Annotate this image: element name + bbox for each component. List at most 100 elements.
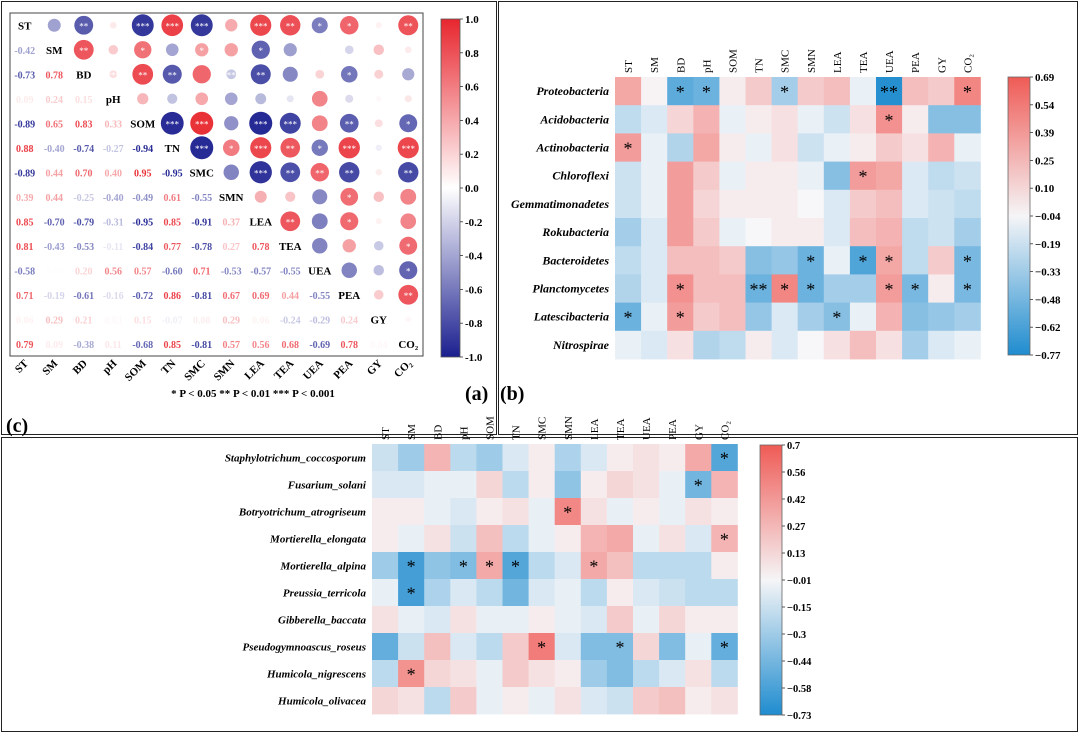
heat-b-cell (693, 133, 720, 162)
heat-b-row-label: Gemmatimonadetes (511, 197, 609, 211)
heat-c-cell (580, 687, 608, 715)
matrix-a-circle (109, 70, 118, 79)
heat-b-cell (954, 274, 981, 303)
heat-b-cell (693, 189, 720, 219)
legend-a-tick-label: -0.8 (465, 318, 483, 330)
heat-c-cell (580, 579, 608, 607)
matrix-a-value: -0.53 (221, 266, 242, 277)
matrix-a-diag-label: ST (18, 20, 32, 32)
matrix-a-circle (374, 119, 383, 128)
matrix-a-value: -0.72 (132, 291, 153, 302)
heat-c-cell (711, 471, 738, 499)
matrix-a-diag-label: SOM (130, 118, 156, 130)
heat-b-cell (902, 330, 929, 360)
heat-b-cell (615, 302, 642, 332)
matrix-a-value: 0.11 (105, 340, 122, 351)
matrix-a-circle (222, 139, 240, 157)
legend-a-tick-label: 0.0 (465, 183, 479, 195)
matrix-a-value: -0.07 (162, 315, 183, 326)
matrix-a-sig: *** (254, 21, 268, 31)
matrix-a-value: -0.57 (250, 266, 271, 277)
heat-c-cell (398, 498, 425, 526)
heat-c-col-label: LEA (589, 419, 601, 440)
heat-b-cell (641, 246, 668, 275)
heat-c-cell (633, 498, 660, 526)
matrix-a-value: -0.84 (132, 242, 153, 253)
legend-b-bar (1007, 76, 1031, 356)
heat-c-cell (502, 552, 529, 580)
heat-c-cell (424, 633, 451, 661)
heat-c-cell (476, 498, 503, 526)
heat-c-cell (633, 552, 660, 580)
heat-b-cell (797, 77, 825, 106)
matrix-a-circle (375, 168, 383, 176)
heat-c-cell (398, 633, 425, 661)
legend-c-tick-label: −0.73 (787, 711, 811, 722)
heat-c-cell (606, 579, 634, 607)
matrix-a-circle (224, 92, 238, 106)
legend-b-tick-label: 0.25 (1035, 155, 1055, 167)
heat-c-cell (372, 660, 399, 688)
chart-b: * * * ** ***** * * ** ** * * * * ** * *ProteobacteriaAc… (511, 49, 1061, 362)
heat-c-col-label: PEA (667, 419, 679, 440)
matrix-a-circle (404, 46, 412, 54)
heat-b-cell (823, 218, 851, 247)
heat-c-cell (659, 498, 686, 526)
matrix-a-value: -0.49 (132, 193, 153, 204)
heat-b-cell (928, 274, 955, 303)
matrix-a-circle (195, 92, 209, 106)
matrix-a-xlabel: SMC (182, 358, 208, 384)
heat-c-cell (580, 633, 608, 661)
matrix-a-value: -0.31 (103, 217, 124, 228)
matrix-a-value: 0.77 (164, 242, 182, 253)
heat-b-sig: * (963, 82, 972, 102)
heat-c-cell (528, 579, 556, 607)
heat-c-cell (580, 552, 608, 580)
legend-a-tick-label: -0.2 (465, 217, 483, 229)
heat-c-cell (711, 633, 738, 661)
legend-b-tick-label: 0.10 (1035, 183, 1055, 195)
heat-b-cell (719, 302, 746, 332)
heat-b-cell (849, 302, 877, 332)
matrix-a-circle (398, 15, 419, 36)
heat-b-cell (902, 133, 929, 162)
heat-b-cell (667, 105, 694, 134)
matrix-a-value: 0.57 (134, 266, 152, 277)
heat-b-cell (615, 274, 642, 303)
matrix-a-value: 0.09 (16, 95, 34, 106)
matrix-a-xlabel: LEA (242, 358, 267, 383)
heat-b-col-label: SOM (727, 49, 739, 73)
heat-b-cell (876, 246, 903, 275)
heat-c-sig: * (589, 557, 598, 577)
matrix-a-sig: * (406, 242, 411, 252)
matrix-a-circle (373, 264, 385, 276)
heat-c-col-label: TN (511, 425, 523, 440)
legend-a-tick-label: 0.2 (465, 149, 479, 161)
matrix-a-value: 0.88 (16, 144, 34, 155)
heat-c-cell (424, 471, 451, 499)
heat-c-cell (633, 525, 660, 553)
matrix-a-circle (342, 239, 356, 253)
matrix-a-sig: *** (254, 144, 268, 154)
heat-c-cell (633, 660, 660, 688)
heat-c-cell (606, 498, 634, 526)
heat-b-cell (876, 189, 903, 219)
heat-b-cell (771, 105, 799, 134)
matrix-a-sig: *** (402, 144, 416, 154)
heat-c-sig: * (459, 557, 468, 577)
legend-b-tick-label: 0.69 (1035, 72, 1055, 84)
heat-c-cell (372, 498, 399, 526)
matrix-a-value: 0.40 (105, 168, 123, 179)
heat-b-cell (771, 302, 799, 332)
heat-c-col-label: ST (380, 427, 392, 440)
heat-b-cell (615, 77, 642, 106)
matrix-a-circle (399, 114, 418, 133)
matrix-a-circle (47, 18, 61, 32)
heat-c-cell (659, 579, 686, 607)
matrix-a-circle (250, 64, 271, 85)
heat-c-cell (476, 687, 503, 715)
matrix-a-value: -0.81 (191, 340, 212, 351)
heat-b-cell (745, 246, 772, 275)
heat-b-cell (823, 133, 851, 162)
heat-b-cell (641, 77, 668, 106)
